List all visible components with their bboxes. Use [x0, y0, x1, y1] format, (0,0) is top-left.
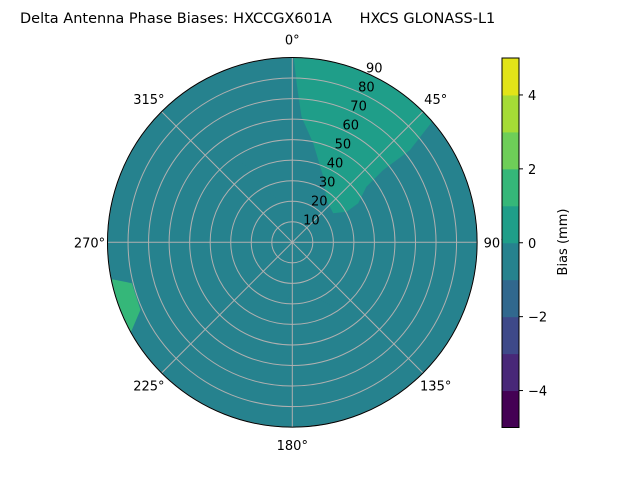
radial-tick-label: 40 [327, 156, 344, 171]
colorbar-tick-label: 0 [528, 237, 536, 252]
chart-title: Delta Antenna Phase Biases: HXCCGX601A H… [20, 11, 495, 27]
colorbar-band [502, 131, 519, 170]
colorbar-label: Bias (mm) [556, 209, 571, 276]
radial-tick-label: 60 [342, 118, 359, 133]
colorbar-band [502, 279, 519, 318]
radial-tick-label: 70 [350, 100, 367, 115]
radial-tick-label: 50 [335, 137, 352, 152]
colorbar-band [502, 390, 519, 428]
angle-tick-label: 0° [285, 34, 300, 49]
angle-tick-label: 135° [420, 380, 451, 395]
angle-tick-label: 90° [484, 236, 507, 251]
radial-tick-label: 90 [366, 62, 383, 77]
angular-gridline [161, 241, 293, 374]
polar-frame [106, 57, 478, 428]
angle-tick-label: 225° [133, 380, 164, 395]
radial-tick-label: 10 [303, 213, 320, 228]
colorbar-band [502, 168, 519, 207]
angle-tick-label: 270° [74, 236, 105, 251]
angle-tick-label: 45° [424, 93, 447, 108]
colorbar-band [502, 316, 519, 355]
colorbar-tick-label: −2 [528, 311, 547, 326]
angular-gridline [291, 111, 424, 243]
colorbar-tick-label: 4 [528, 89, 536, 104]
radial-tick-label: 20 [311, 194, 328, 209]
colorbar-band [502, 353, 519, 392]
colorbar-band [502, 58, 519, 96]
angle-tick-label: 180° [277, 439, 308, 454]
colorbar-band [502, 205, 519, 244]
colorbar-tick-label: 2 [528, 163, 536, 178]
angular-gridline [291, 241, 424, 374]
radial-tick-label: 30 [319, 175, 336, 190]
contour-region-1 [107, 109, 478, 428]
colorbar-band [502, 94, 519, 133]
colorbar-band [502, 242, 519, 281]
colorbar-tick-label: −4 [528, 385, 547, 400]
contour-region-2 [107, 278, 141, 337]
angular-gridline [161, 111, 293, 243]
radial-tick-label: 80 [358, 81, 375, 96]
angle-tick-label: 315° [133, 93, 164, 108]
